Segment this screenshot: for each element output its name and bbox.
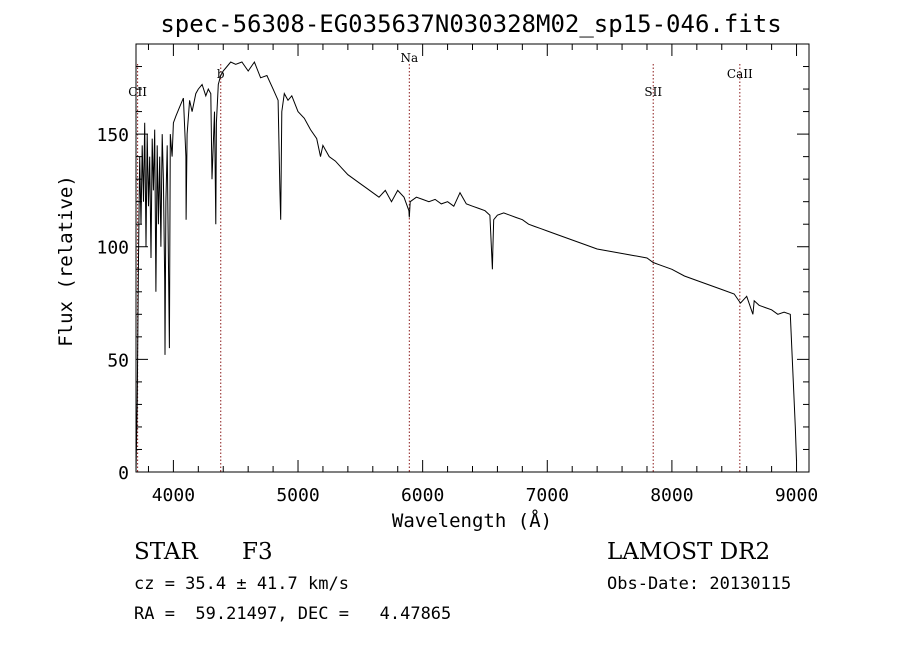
survey-name: LAMOST DR2 [607, 539, 771, 565]
x-tick-label: 7000 [526, 485, 569, 506]
x-tick-label: 4000 [152, 485, 195, 506]
line-label-na: Na [400, 51, 418, 65]
spectrum-series [135, 60, 797, 473]
line-label-cii: CII [128, 85, 147, 99]
y-tick-label: 100 [96, 238, 129, 259]
x-tick-label: 6000 [401, 485, 444, 506]
y-tick-label: 150 [96, 125, 129, 146]
line-markers: CII b Na SII CaII [128, 51, 753, 472]
axis-ticks: 4000 5000 6000 7000 8000 9000 0 50 100 150 [96, 44, 818, 506]
line-label-caii: CaII [727, 67, 753, 81]
x-axis-label: Wavelength (Å) [392, 509, 552, 532]
y-axis-label: Flux (relative) [55, 175, 77, 347]
object-class: STAR [134, 539, 198, 565]
x-tick-label: 8000 [650, 485, 693, 506]
object-subclass: F3 [242, 539, 273, 565]
x-tick-label: 5000 [276, 485, 319, 506]
coordinates: RA = 59.21497, DEC = 4.47865 [134, 604, 452, 624]
y-tick-label: 50 [107, 350, 129, 371]
line-label-sii: SII [644, 85, 662, 99]
x-tick-label: 9000 [775, 485, 818, 506]
redshift-text: cz = 35.4 ± 41.7 km/s [134, 574, 349, 594]
obs-date: Obs-Date: 20130115 [607, 574, 792, 594]
line-label-b: b [217, 67, 225, 81]
chart-title: spec-56308-EG035637N030328M02_sp15-046.f… [160, 10, 781, 38]
y-tick-label: 0 [118, 463, 129, 484]
plot-frame [135, 43, 810, 473]
